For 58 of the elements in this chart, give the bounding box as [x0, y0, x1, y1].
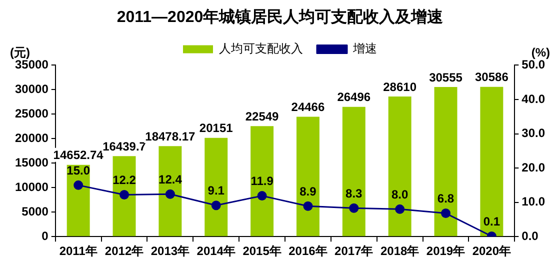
data-label: 8.9 — [300, 184, 317, 198]
data-label: 30555 — [429, 70, 463, 84]
data-label: 16439.7 — [102, 139, 146, 154]
x-tick-label: 2013年 — [150, 244, 190, 258]
y-tick-label: 35000 — [14, 58, 49, 72]
bar — [112, 156, 136, 236]
data-label: 22549 — [245, 109, 280, 124]
bar — [480, 86, 504, 236]
data-label: 9.1 — [208, 184, 225, 198]
y-tick-label: 15000 — [14, 155, 49, 170]
legend-label: 增速 — [352, 42, 377, 56]
x-tick-label: 2012年 — [104, 244, 144, 258]
data-label: 14652.74 — [53, 148, 104, 162]
y-tick-label: 25000 — [14, 106, 49, 120]
data-label: 20151 — [199, 121, 234, 136]
y-tick-label: 30000 — [14, 82, 49, 96]
x-tick-label: 2019年 — [426, 244, 466, 258]
y-axis-title: (元) — [10, 46, 30, 60]
y2-tick-label: 50.0 — [522, 58, 546, 72]
bar — [342, 106, 366, 236]
data-label: 30586 — [474, 70, 509, 84]
bar — [204, 138, 228, 236]
x-tick-label: 2011年 — [59, 244, 98, 258]
bar — [158, 146, 182, 236]
x-tick-label: 2015年 — [242, 244, 282, 258]
legend-label: 人均可支配收入 — [219, 42, 303, 56]
y-tick-label: 20000 — [14, 130, 49, 145]
bar — [296, 116, 320, 236]
data-label: 18478.17 — [145, 129, 196, 144]
y2-tick-label: 20.0 — [522, 160, 546, 174]
bar — [434, 86, 458, 236]
y2-tick-label: 30.0 — [522, 126, 546, 140]
y2-axis-title: (%) — [531, 46, 550, 60]
data-label: 8.0 — [391, 187, 408, 202]
data-label: 26496 — [337, 90, 371, 104]
x-tick-label: 2018年 — [380, 244, 420, 258]
data-label: 8.3 — [346, 186, 363, 200]
chart-title: 2011—2020年城镇居民人均可支配收入及增速 — [116, 8, 444, 26]
data-label: 28610 — [383, 80, 417, 94]
y-tick-label: 5000 — [22, 204, 49, 218]
data-label: 12.2 — [112, 173, 136, 188]
y2-tick-label: 10.0 — [522, 194, 546, 209]
bar — [66, 164, 90, 236]
x-tick-label: 2017年 — [334, 244, 374, 258]
x-tick-label: 2016年 — [288, 244, 328, 258]
y2-tick-label: 40.0 — [522, 92, 546, 106]
data-label: 11.9 — [250, 174, 274, 188]
bar — [250, 126, 274, 236]
data-label: 24466 — [291, 100, 325, 114]
data-label: 15.0 — [66, 163, 90, 178]
data-label: 6.8 — [437, 192, 454, 206]
data-label: 0.1 — [483, 214, 500, 229]
y-tick-label: 10000 — [14, 180, 49, 194]
y2-tick-label: 0.0 — [522, 228, 539, 243]
bar — [388, 96, 412, 236]
x-tick-label: 2020年 — [472, 244, 512, 258]
x-tick-label: 2014年 — [196, 244, 236, 258]
y-tick-label: 0 — [42, 228, 49, 243]
